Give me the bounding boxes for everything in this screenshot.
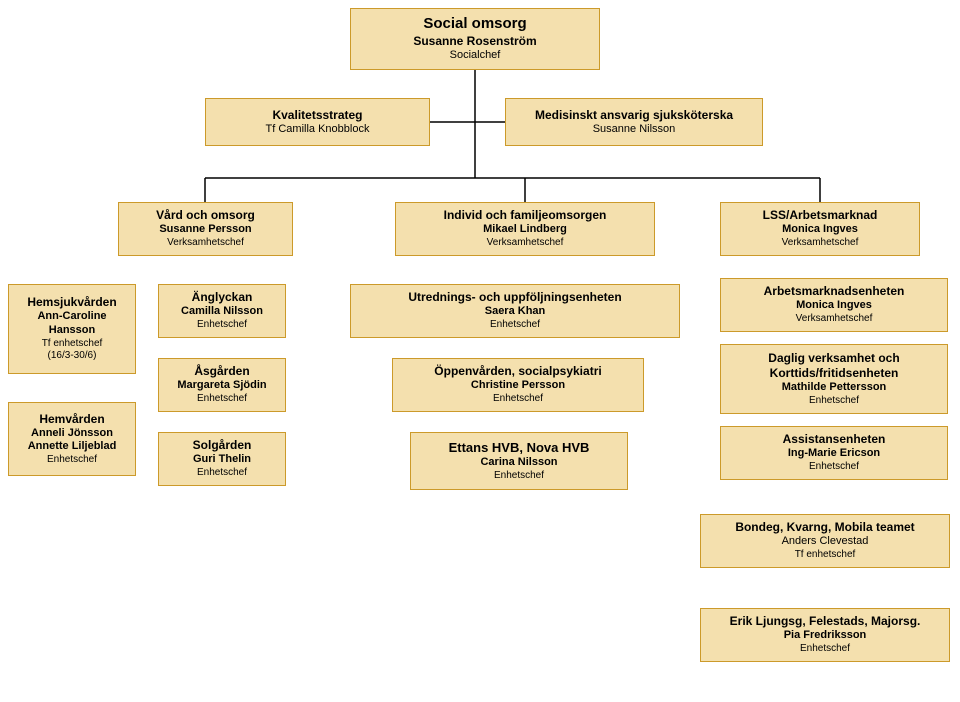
org-node-line: Mikael Lindberg <box>400 223 650 237</box>
org-node-line: Hemvården <box>13 412 131 427</box>
org-node-d3d: Bondeg, Kvarng, Mobila teametAnders Clev… <box>700 514 950 568</box>
org-node-d3e: Erik Ljungsg, Felestads, Majorsg.Pia Fre… <box>700 608 950 662</box>
org-node-dep1: Vård och omsorgSusanne PerssonVerksamhet… <box>118 202 293 256</box>
org-node-d3b: Daglig verksamhet ochKorttids/fritidsenh… <box>720 344 948 414</box>
org-node-d1d: ÅsgårdenMargareta SjödinEnhetschef <box>158 358 286 412</box>
org-node-d1a: HemsjukvårdenAnn-CarolineHanssonTf enhet… <box>8 284 136 374</box>
org-node-line: Christine Persson <box>397 379 639 393</box>
org-node-line: Tf enhetschef <box>705 549 945 562</box>
org-node-line: Utrednings- och uppföljningsenheten <box>355 290 675 305</box>
org-node-line: Enhetschef <box>397 393 639 406</box>
org-node-line: Carina Nilsson <box>415 456 623 470</box>
org-node-d1e: SolgårdenGuri ThelinEnhetschef <box>158 432 286 486</box>
org-node-line: Anders Clevestad <box>705 535 945 549</box>
org-node-line: Susanne Persson <box>123 223 288 237</box>
org-node-line: Socialchef <box>355 49 595 63</box>
org-node-line: Ettans HVB, Nova HVB <box>415 440 623 456</box>
org-node-line: Social omsorg <box>355 15 595 34</box>
org-node-line: Hansson <box>13 324 131 338</box>
org-node-line: Monica Ingves <box>725 223 915 237</box>
org-node-line: Enhetschef <box>725 395 943 408</box>
org-node-line: Verksamhetschef <box>725 237 915 250</box>
org-node-line: Susanne Rosenström <box>355 34 595 49</box>
org-node-line: Enhetschef <box>415 470 623 483</box>
org-node-line: Kvalitetsstrateg <box>210 108 425 123</box>
org-node-line: Verksamhetschef <box>123 237 288 250</box>
org-node-line: Medisinskt ansvarig sjuksköterska <box>510 108 758 123</box>
org-node-line: Daglig verksamhet och <box>725 351 943 366</box>
org-node-line: Enhetschef <box>163 319 281 332</box>
org-node-dep3: LSS/ArbetsmarknadMonica IngvesVerksamhet… <box>720 202 920 256</box>
org-node-line: Enhetschef <box>725 461 943 474</box>
org-node-line: Anneli Jönsson <box>13 427 131 441</box>
org-node-line: Enhetschef <box>705 643 945 656</box>
org-node-staff2: Medisinskt ansvarig sjuksköterskaSusanne… <box>505 98 763 146</box>
org-node-line: Vård och omsorg <box>123 208 288 223</box>
org-node-dep2: Individ och familjeomsorgenMikael Lindbe… <box>395 202 655 256</box>
org-node-line: Änglyckan <box>163 290 281 305</box>
org-node-line: Assistansenheten <box>725 432 943 447</box>
org-node-d3c: AssistansenhetenIng-Marie EricsonEnhetsc… <box>720 426 948 480</box>
org-node-line: Erik Ljungsg, Felestads, Majorsg. <box>705 614 945 629</box>
org-node-line: Korttids/fritidsenheten <box>725 366 943 381</box>
org-node-line: Guri Thelin <box>163 453 281 467</box>
org-node-line: Solgården <box>163 438 281 453</box>
org-node-line: Tf enhetschef <box>13 338 131 351</box>
org-node-line: Enhetschef <box>163 467 281 480</box>
org-node-line: Åsgården <box>163 364 281 379</box>
org-node-line: Ing-Marie Ericson <box>725 447 943 461</box>
org-node-line: Pia Fredriksson <box>705 629 945 643</box>
org-node-line: (16/3-30/6) <box>13 350 131 363</box>
org-node-line: Individ och familjeomsorgen <box>400 208 650 223</box>
org-node-line: Saera Khan <box>355 305 675 319</box>
org-node-line: Bondeg, Kvarng, Mobila teamet <box>705 520 945 535</box>
org-node-d2a: Utrednings- och uppföljningsenhetenSaera… <box>350 284 680 338</box>
org-node-d2c: Ettans HVB, Nova HVBCarina NilssonEnhets… <box>410 432 628 490</box>
org-node-line: Öppenvården, socialpsykiatri <box>397 364 639 379</box>
org-node-line: Tf Camilla Knobblock <box>210 123 425 137</box>
org-node-line: Susanne Nilsson <box>510 123 758 137</box>
org-node-line: Verksamhetschef <box>725 313 943 326</box>
org-node-line: LSS/Arbetsmarknad <box>725 208 915 223</box>
org-node-line: Enhetschef <box>163 393 281 406</box>
org-node-d1c: ÄnglyckanCamilla NilssonEnhetschef <box>158 284 286 338</box>
org-node-line: Enhetschef <box>355 319 675 332</box>
org-node-line: Margareta Sjödin <box>163 379 281 393</box>
org-node-d1b: HemvårdenAnneli JönssonAnnette Liljeblad… <box>8 402 136 476</box>
org-node-line: Arbetsmarknadsenheten <box>725 284 943 299</box>
org-node-line: Mathilde Pettersson <box>725 381 943 395</box>
org-node-root: Social omsorgSusanne RosenströmSocialche… <box>350 8 600 70</box>
org-node-d2b: Öppenvården, socialpsykiatriChristine Pe… <box>392 358 644 412</box>
org-node-line: Enhetschef <box>13 454 131 467</box>
org-node-line: Annette Liljeblad <box>13 440 131 454</box>
org-node-line: Camilla Nilsson <box>163 305 281 319</box>
org-node-line: Verksamhetschef <box>400 237 650 250</box>
org-node-staff1: KvalitetsstrategTf Camilla Knobblock <box>205 98 430 146</box>
org-node-line: Hemsjukvården <box>13 295 131 310</box>
org-node-line: Ann-Caroline <box>13 310 131 324</box>
org-node-line: Monica Ingves <box>725 299 943 313</box>
org-node-d3a: ArbetsmarknadsenhetenMonica IngvesVerksa… <box>720 278 948 332</box>
